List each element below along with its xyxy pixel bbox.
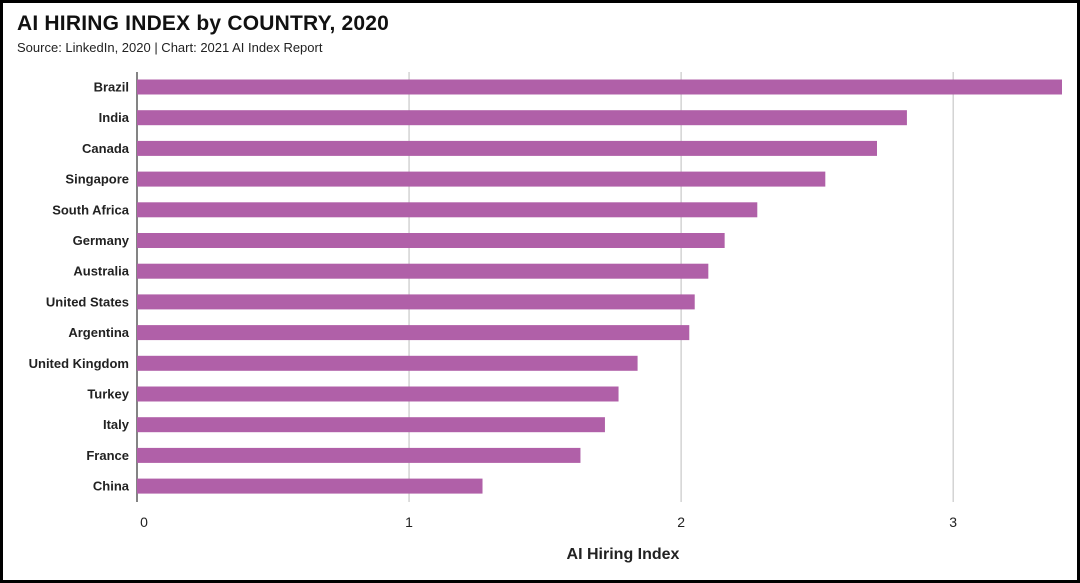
bar-india: [137, 110, 907, 126]
category-labels: Brazil India Canada Singapore South Africa Ge…: [29, 80, 130, 494]
bar-united-kingdom: [137, 355, 638, 371]
category-label: Brazil: [94, 80, 129, 95]
x-tick-label: 2: [677, 514, 685, 530]
chart-title: AI HIRING INDEX by COUNTRY, 2020: [17, 12, 390, 35]
chart-subtitle: Source: LinkedIn, 2020 | Chart: 2021 AI …: [17, 40, 323, 55]
category-label: United States: [46, 294, 129, 309]
category-label: United Kingdom: [29, 356, 129, 371]
category-label: China: [93, 479, 130, 494]
bar-turkey: [137, 386, 619, 402]
category-label: India: [99, 110, 130, 125]
bar-singapore: [137, 171, 826, 187]
bar-canada: [137, 140, 877, 156]
bar-china: [137, 478, 483, 494]
bar-south-africa: [137, 202, 758, 218]
bar-germany: [137, 233, 725, 248]
category-label: Canada: [82, 141, 130, 156]
category-label: South Africa: [52, 202, 130, 217]
grid-lines: [136, 72, 954, 502]
x-tick-label: 3: [949, 514, 957, 530]
bar-australia: [137, 263, 709, 279]
category-label: Australia: [73, 264, 129, 279]
x-axis-title: AI Hiring Index: [567, 546, 680, 563]
category-label: Singapore: [65, 172, 129, 187]
category-label: France: [86, 448, 129, 463]
bar-united-states: [137, 294, 695, 310]
category-label: Germany: [73, 233, 130, 248]
category-label: Turkey: [87, 387, 129, 402]
bars: [137, 79, 1062, 494]
category-label: Italy: [103, 417, 130, 432]
x-tick-labels: 0 1 2 3: [140, 514, 957, 530]
x-tick-label: 1: [405, 514, 413, 530]
bar-argentina: [137, 325, 690, 341]
bar-italy: [137, 417, 605, 433]
x-tick-label: 0: [140, 514, 148, 530]
bar-brazil: [137, 79, 1062, 95]
bar-france: [137, 447, 581, 463]
category-label: Argentina: [68, 325, 129, 340]
